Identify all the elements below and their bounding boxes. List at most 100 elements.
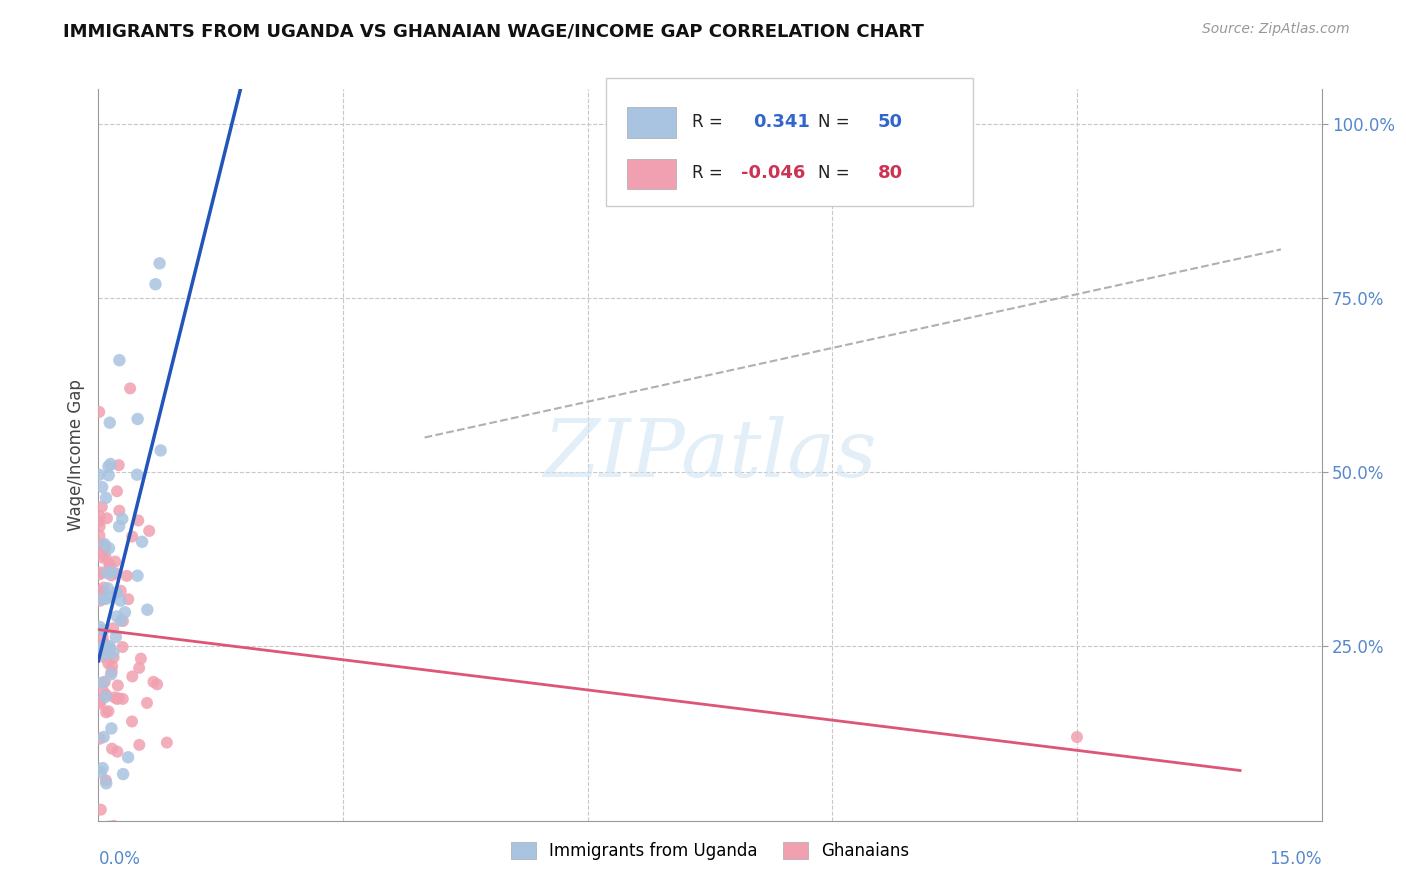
Point — [105, 484, 128, 499]
Point — [100, 457, 122, 471]
Point — [117, 750, 139, 764]
Point — [129, 651, 152, 665]
Text: N =: N = — [818, 113, 855, 131]
Text: N =: N = — [818, 164, 855, 182]
Point — [107, 458, 129, 472]
Point — [98, 558, 121, 573]
Point — [94, 491, 117, 505]
Point — [90, 640, 112, 655]
Point — [108, 504, 131, 518]
Point — [128, 661, 150, 675]
Point — [138, 524, 160, 538]
Point — [94, 674, 117, 689]
Point — [91, 761, 114, 775]
Point — [89, 620, 111, 634]
Point — [94, 690, 117, 704]
Point — [90, 858, 112, 872]
Point — [94, 591, 117, 606]
Legend: Immigrants from Uganda, Ghanaians: Immigrants from Uganda, Ghanaians — [505, 836, 915, 867]
Text: Source: ZipAtlas.com: Source: ZipAtlas.com — [1202, 22, 1350, 37]
Point — [94, 706, 117, 720]
Point — [96, 566, 118, 580]
Point — [97, 459, 120, 474]
Point — [94, 773, 117, 788]
Point — [90, 566, 112, 580]
Point — [120, 381, 142, 395]
Point — [117, 592, 139, 607]
Text: ZIPatlas: ZIPatlas — [543, 417, 877, 493]
Point — [105, 745, 128, 759]
Point — [146, 677, 169, 691]
Point — [89, 697, 111, 711]
Point — [100, 665, 122, 679]
Point — [94, 541, 117, 555]
Point — [104, 690, 127, 705]
Point — [145, 277, 167, 292]
Point — [89, 623, 111, 637]
Bar — [627, 108, 676, 138]
Point — [103, 819, 125, 833]
Point — [101, 566, 124, 580]
Point — [91, 538, 114, 552]
Point — [91, 550, 114, 565]
FancyBboxPatch shape — [606, 78, 973, 206]
Text: -0.046: -0.046 — [741, 164, 806, 182]
Point — [94, 648, 117, 662]
Point — [91, 480, 114, 494]
Point — [96, 511, 118, 525]
Point — [107, 678, 129, 692]
Point — [111, 512, 134, 526]
Point — [91, 538, 114, 552]
Point — [111, 614, 134, 628]
Point — [89, 508, 111, 523]
Bar — [627, 159, 676, 189]
Point — [110, 614, 132, 628]
Point — [104, 630, 127, 644]
Point — [96, 776, 118, 790]
Point — [93, 537, 115, 551]
Point — [97, 704, 120, 718]
Point — [101, 741, 124, 756]
Point — [149, 443, 172, 458]
Point — [112, 767, 135, 781]
Point — [105, 692, 128, 706]
Point — [89, 528, 111, 542]
Point — [90, 584, 112, 599]
Point — [110, 593, 132, 607]
Point — [98, 416, 121, 430]
Point — [127, 412, 149, 426]
Point — [98, 639, 121, 653]
Point — [104, 555, 127, 569]
Point — [97, 582, 120, 596]
Text: 80: 80 — [877, 164, 903, 182]
Point — [93, 642, 115, 657]
Point — [93, 637, 115, 651]
Point — [98, 820, 121, 834]
Point — [89, 594, 111, 608]
Point — [90, 500, 112, 514]
Point — [89, 695, 111, 709]
Point — [127, 513, 149, 527]
Point — [90, 765, 112, 780]
Point — [98, 590, 121, 604]
Point — [127, 568, 149, 582]
Point — [94, 549, 117, 564]
Point — [93, 581, 115, 595]
Text: R =: R = — [692, 164, 728, 182]
Point — [125, 467, 148, 482]
Point — [93, 623, 115, 637]
Text: 0.0%: 0.0% — [98, 850, 141, 868]
Point — [121, 669, 143, 683]
Point — [131, 534, 153, 549]
Point — [98, 640, 121, 655]
Text: 15.0%: 15.0% — [1270, 850, 1322, 868]
Text: 50: 50 — [877, 113, 903, 131]
Point — [103, 650, 125, 665]
Point — [100, 667, 122, 681]
Point — [97, 640, 120, 655]
Point — [121, 714, 143, 729]
Y-axis label: Wage/Income Gap: Wage/Income Gap — [66, 379, 84, 531]
Text: R =: R = — [692, 113, 728, 131]
Point — [110, 583, 132, 598]
Point — [115, 569, 138, 583]
